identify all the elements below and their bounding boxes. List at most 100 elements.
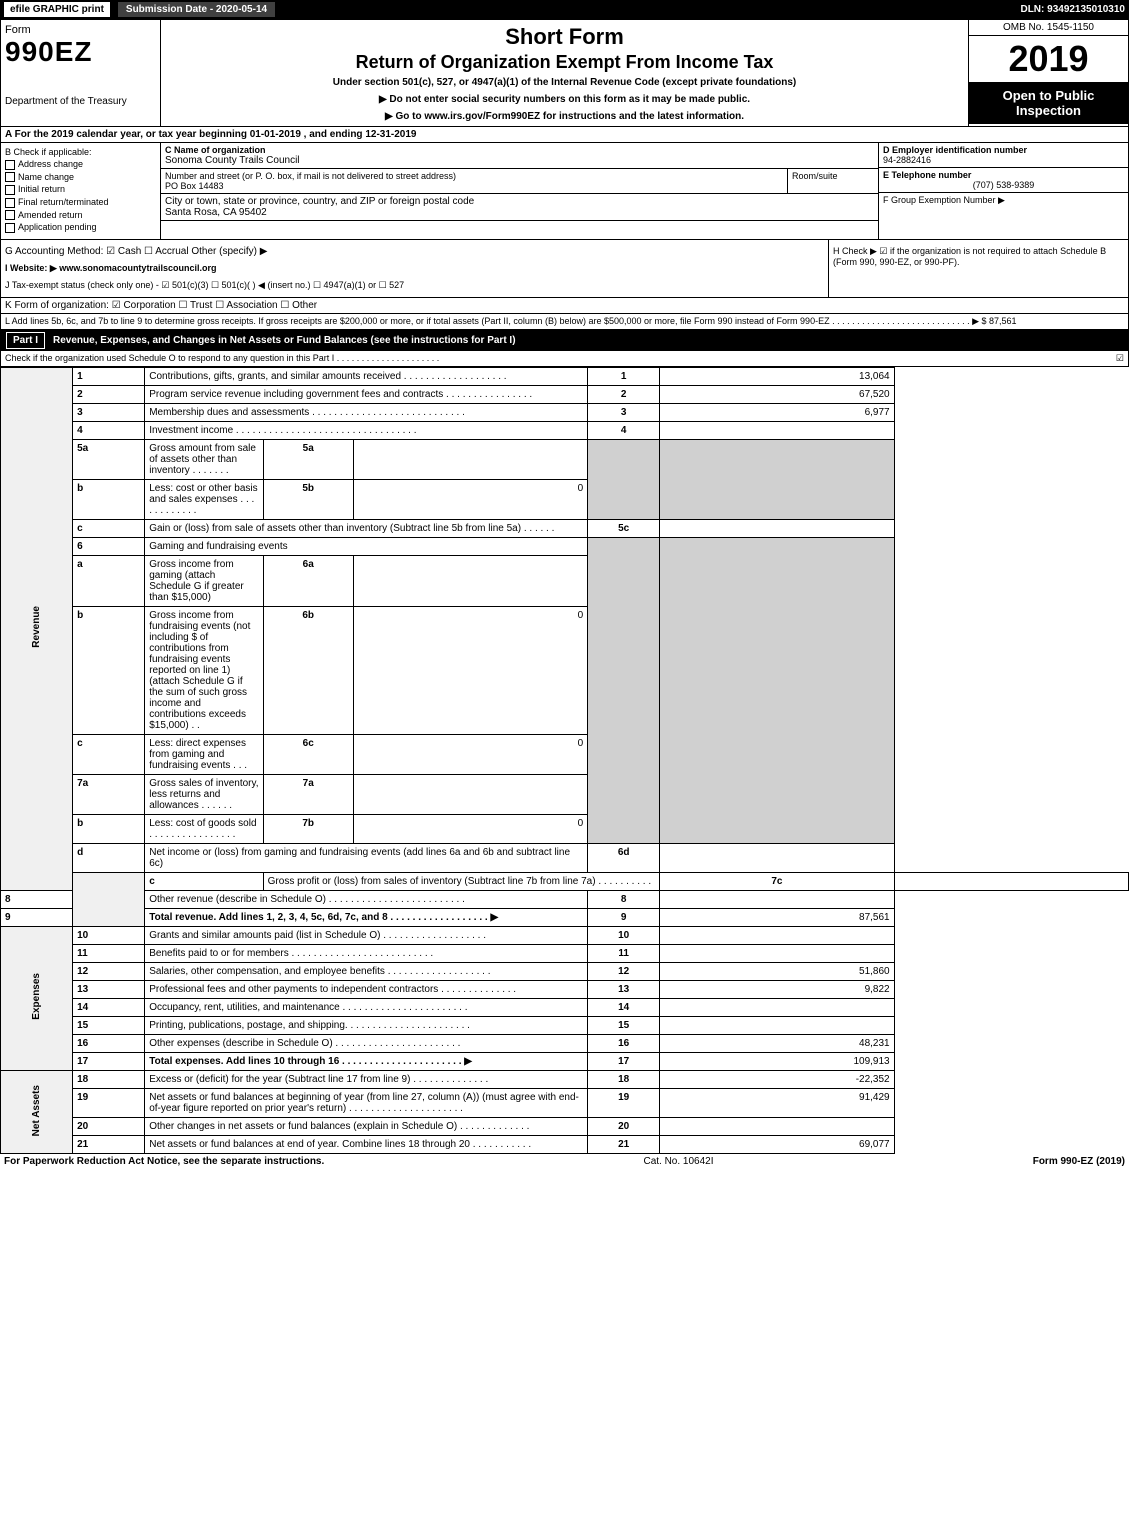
dln: DLN: 93492135010310 bbox=[1020, 4, 1125, 15]
line19-desc: Net assets or fund balances at beginning… bbox=[145, 1088, 588, 1117]
line3-num: 3 bbox=[73, 403, 145, 421]
line18-val: -22,352 bbox=[660, 1070, 894, 1088]
line19-val: 91,429 bbox=[660, 1088, 894, 1117]
chk-application-pending[interactable]: Application pending bbox=[5, 222, 156, 233]
org-name-label: C Name of organization bbox=[165, 145, 300, 155]
address-change-label: Address change bbox=[18, 159, 83, 169]
address-label: Number and street (or P. O. box, if mail… bbox=[165, 171, 783, 181]
box-b: B Check if applicable: Address change Na… bbox=[1, 143, 161, 239]
line15-num: 15 bbox=[73, 1016, 145, 1034]
line16-num: 16 bbox=[73, 1034, 145, 1052]
efile-label[interactable]: efile GRAPHIC print bbox=[4, 2, 110, 17]
header-right: OMB No. 1545-1150 2019 Open to Public In… bbox=[968, 20, 1128, 126]
line8-val bbox=[660, 890, 894, 908]
line5a-num: 5a bbox=[73, 439, 145, 479]
line15-ln: 15 bbox=[588, 1016, 660, 1034]
line18-ln: 18 bbox=[588, 1070, 660, 1088]
line5c-num: c bbox=[73, 519, 145, 537]
line1-desc: Contributions, gifts, grants, and simila… bbox=[145, 367, 588, 385]
line12-num: 12 bbox=[73, 962, 145, 980]
line6b-desc: Gross income from fundraising events (no… bbox=[145, 606, 263, 734]
line20-val bbox=[660, 1117, 894, 1135]
line15-val bbox=[660, 1016, 894, 1034]
line7c-num: c bbox=[145, 872, 263, 890]
line7b-desc: Less: cost of goods sold . . . . . . . .… bbox=[145, 814, 263, 843]
gray-6-7 bbox=[588, 537, 660, 843]
phone-label: E Telephone number bbox=[883, 170, 1124, 180]
part1-title: Revenue, Expenses, and Changes in Net As… bbox=[53, 335, 516, 346]
line3-val: 6,977 bbox=[660, 403, 894, 421]
part1-label: Part I bbox=[6, 332, 45, 349]
line6c-sb: 6c bbox=[263, 734, 353, 774]
tax-year: 2019 bbox=[969, 36, 1128, 82]
dept-treasury: Department of the Treasury bbox=[5, 96, 156, 107]
line14-val bbox=[660, 998, 894, 1016]
gray-5ab-val bbox=[660, 439, 894, 519]
omb-number: OMB No. 1545-1150 bbox=[969, 20, 1128, 36]
final-return-label: Final return/terminated bbox=[18, 197, 109, 207]
line13-val: 9,822 bbox=[660, 980, 894, 998]
line7b-sb: 7b bbox=[263, 814, 353, 843]
line15-desc: Printing, publications, postage, and shi… bbox=[145, 1016, 588, 1034]
part1-checkbox[interactable]: ☑ bbox=[1116, 353, 1124, 364]
line12-ln: 12 bbox=[588, 962, 660, 980]
application-pending-label: Application pending bbox=[18, 222, 97, 232]
part1-table: Revenue 1 Contributions, gifts, grants, … bbox=[0, 367, 1129, 1154]
line6d-val bbox=[660, 843, 894, 872]
chk-name-change[interactable]: Name change bbox=[5, 172, 156, 183]
line7a-desc: Gross sales of inventory, less returns a… bbox=[145, 774, 263, 814]
line20-ln: 20 bbox=[588, 1117, 660, 1135]
line5b-num: b bbox=[73, 479, 145, 519]
line4-num: 4 bbox=[73, 421, 145, 439]
line3-ln: 3 bbox=[588, 403, 660, 421]
line-a-tax-year: A For the 2019 calendar year, or tax yea… bbox=[0, 127, 1129, 143]
line6b-num: b bbox=[73, 606, 145, 734]
page-footer: For Paperwork Reduction Act Notice, see … bbox=[0, 1154, 1129, 1169]
chk-amended-return[interactable]: Amended return bbox=[5, 210, 156, 221]
line6c-desc: Less: direct expenses from gaming and fu… bbox=[145, 734, 263, 774]
section-b-through-f: B Check if applicable: Address change Na… bbox=[0, 143, 1129, 240]
line5a-sv bbox=[353, 439, 587, 479]
chk-address-change[interactable]: Address change bbox=[5, 159, 156, 170]
line21-val: 69,077 bbox=[660, 1135, 894, 1153]
line13-num: 13 bbox=[73, 980, 145, 998]
line20-num: 20 bbox=[73, 1117, 145, 1135]
line18-num: 18 bbox=[73, 1070, 145, 1088]
line21-desc: Net assets or fund balances at end of ye… bbox=[145, 1135, 588, 1153]
line10-num: 10 bbox=[73, 926, 145, 944]
box-c: C Name of organization Sonoma County Tra… bbox=[161, 143, 878, 239]
line18-desc: Excess or (deficit) for the year (Subtra… bbox=[145, 1070, 588, 1088]
line8-desc: Other revenue (describe in Schedule O) .… bbox=[145, 890, 588, 908]
line7c-desc: Gross profit or (loss) from sales of inv… bbox=[263, 872, 660, 890]
form-number: 990EZ bbox=[5, 36, 156, 68]
line16-ln: 16 bbox=[588, 1034, 660, 1052]
line7b-sv: 0 bbox=[353, 814, 587, 843]
line9-val: 87,561 bbox=[660, 908, 894, 926]
subtitle-irs-link: ▶ Go to www.irs.gov/Form990EZ for instru… bbox=[169, 111, 960, 122]
line5b-sv: 0 bbox=[353, 479, 587, 519]
chk-final-return[interactable]: Final return/terminated bbox=[5, 197, 156, 208]
line5a-sb: 5a bbox=[263, 439, 353, 479]
footer-left: For Paperwork Reduction Act Notice, see … bbox=[4, 1156, 324, 1167]
col-g: G Accounting Method: ☑ Cash ☐ Accrual Ot… bbox=[1, 240, 828, 297]
revenue-side-cont bbox=[73, 872, 145, 926]
amended-return-label: Amended return bbox=[18, 210, 83, 220]
line10-desc: Grants and similar amounts paid (list in… bbox=[145, 926, 588, 944]
line6a-sv bbox=[353, 555, 587, 606]
line21-num: 21 bbox=[73, 1135, 145, 1153]
line5c-ln: 5c bbox=[588, 519, 660, 537]
line19-ln: 19 bbox=[588, 1088, 660, 1117]
line16-desc: Other expenses (describe in Schedule O) … bbox=[145, 1034, 588, 1052]
chk-initial-return[interactable]: Initial return bbox=[5, 184, 156, 195]
line13-ln: 13 bbox=[588, 980, 660, 998]
line6b-sb: 6b bbox=[263, 606, 353, 734]
line11-num: 11 bbox=[73, 944, 145, 962]
line6a-num: a bbox=[73, 555, 145, 606]
address-value: PO Box 14483 bbox=[165, 181, 783, 191]
box-b-title: B Check if applicable: bbox=[5, 147, 156, 157]
header-left: Form 990EZ Department of the Treasury bbox=[1, 20, 161, 126]
line7c-val bbox=[894, 872, 1128, 890]
gray-5ab bbox=[588, 439, 660, 519]
footer-cat-no: Cat. No. 10642I bbox=[643, 1156, 713, 1167]
line6d-ln: 6d bbox=[588, 843, 660, 872]
